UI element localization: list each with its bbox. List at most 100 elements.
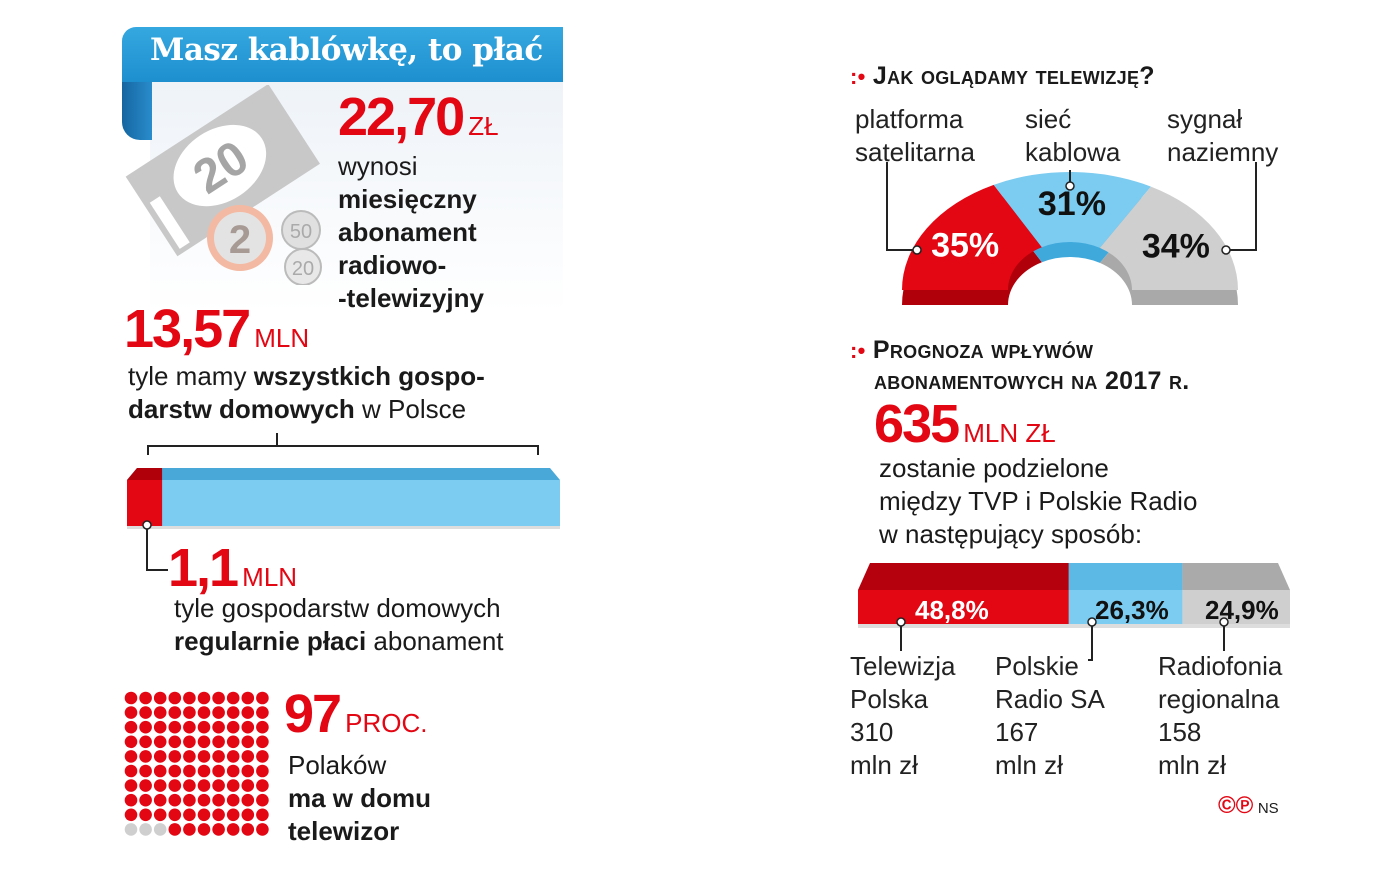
segment-value-label: 48,8% xyxy=(915,595,989,625)
waffle-dot-filled xyxy=(226,808,240,822)
text: w Polsce xyxy=(354,394,467,424)
waffle-dot-filled xyxy=(197,779,211,792)
category-label: Polska xyxy=(850,684,929,714)
category-label: regionalna xyxy=(1158,684,1280,714)
fee-line: -telewizyjny xyxy=(338,283,484,313)
waffle-dot-filled xyxy=(241,808,255,822)
waffle-dot-filled xyxy=(168,691,182,705)
bar-top-face xyxy=(858,563,1069,590)
fee-unit: ZŁ xyxy=(468,111,499,141)
forecast-description: zostanie podzielone między TVP i Polskie… xyxy=(879,452,1197,551)
payers-value: 1,1 xyxy=(168,538,239,598)
fee-line: miesięczny xyxy=(338,184,477,214)
waffle-dot-filled xyxy=(153,793,167,807)
households-figure: 13,57 MLN xyxy=(124,298,309,360)
waffle-dot-filled xyxy=(226,720,240,734)
waffle-dot-empty xyxy=(124,823,138,836)
fee-figure: 22,70 ZŁ xyxy=(338,86,499,148)
segment-value-label: 26,3% xyxy=(1095,595,1169,625)
category-label: mln zł xyxy=(1158,750,1226,780)
text: tyle gospodarstw domowych xyxy=(174,593,501,623)
waffle-dot-filled xyxy=(212,706,225,719)
segment-value-label: 24,9% xyxy=(1205,595,1279,625)
coin-icon xyxy=(284,248,322,285)
text: w następujący sposób: xyxy=(879,519,1143,549)
waffle-dot-filled xyxy=(168,823,182,836)
waffle-dot-filled xyxy=(168,750,182,763)
dots-icon: :• xyxy=(850,64,866,89)
category-label: naziemny xyxy=(1167,137,1278,167)
payers-figure: 1,1 MLN xyxy=(168,537,297,599)
category-label: satelitarna xyxy=(855,137,975,167)
semicircle-segment xyxy=(993,172,1151,248)
semicircle-segment xyxy=(1099,186,1238,290)
waffle-dot-filled xyxy=(183,691,196,705)
category-label: Telewizja xyxy=(850,651,956,681)
waffle-dot-filled xyxy=(256,808,269,822)
tv-value: 97 xyxy=(284,684,342,744)
waffle-dot-filled xyxy=(197,823,211,836)
bar-top xyxy=(127,468,560,480)
waffle-dot-filled xyxy=(212,750,225,763)
category-label: 158 xyxy=(1158,717,1201,747)
waffle-dot-filled xyxy=(124,706,138,719)
banner-curl xyxy=(122,82,152,140)
leader-dot xyxy=(912,245,922,255)
credit-author: NS xyxy=(1257,800,1279,817)
text: regularnie płaci xyxy=(174,626,367,656)
waffle-dot-filled xyxy=(212,808,225,822)
fee-line: radiowo- xyxy=(338,250,447,280)
waffle-dot-filled xyxy=(139,779,152,792)
waffle-chart xyxy=(124,691,269,836)
waffle-dot-filled xyxy=(139,750,152,763)
waffle-dot-filled xyxy=(197,793,211,807)
waffle-dot-filled xyxy=(139,706,152,719)
waffle-dot-filled xyxy=(212,764,225,778)
bar-top-face xyxy=(1182,563,1290,590)
bracket xyxy=(147,433,539,455)
text: tyle mamy xyxy=(128,361,254,391)
waffle-dot-filled xyxy=(168,706,182,719)
waffle-dot-filled xyxy=(139,808,152,822)
waffle-dot-filled xyxy=(226,750,240,763)
waffle-dot-filled xyxy=(241,823,255,836)
waffle-dot-filled xyxy=(241,720,255,734)
waffle-dot-filled xyxy=(183,808,196,822)
waffle-dot-filled xyxy=(153,691,167,705)
waffle-dot-filled xyxy=(183,764,196,778)
dots-icon: :• xyxy=(850,338,866,363)
text: zostanie podzielone xyxy=(879,453,1109,483)
waffle-dot-filled xyxy=(226,764,240,778)
coin-value: 50 xyxy=(290,221,312,243)
waffle-dot-filled xyxy=(212,720,225,734)
waffle-dot-filled xyxy=(183,720,196,734)
waffle-dot-filled xyxy=(153,808,167,822)
leader-line xyxy=(1088,622,1093,661)
category-label: platforma xyxy=(855,104,964,134)
segment-value-label: 34% xyxy=(1142,228,1210,266)
waffle-dot-filled xyxy=(241,735,255,749)
segment-value-label: 35% xyxy=(931,227,999,265)
category-label: Radiofonia xyxy=(1158,651,1283,681)
waffle-dot-filled xyxy=(183,706,196,719)
text: między TVP i Polskie Radio xyxy=(879,486,1198,516)
waffle-dot-filled xyxy=(168,793,182,807)
waffle-dot-filled xyxy=(183,793,196,807)
payers-description: tyle gospodarstw domowych regularnie pła… xyxy=(174,592,504,658)
waffle-dot-filled xyxy=(212,779,225,792)
waffle-dot-filled xyxy=(139,691,152,705)
forecast-unit: MLN ZŁ xyxy=(963,418,1056,448)
forecast-value: 635 xyxy=(874,394,960,454)
waffle-dot-filled xyxy=(212,823,225,836)
watch-title-text: Jak oglądamy telewizję? xyxy=(872,62,1155,90)
coin-value: 20 xyxy=(292,258,314,280)
bar-segment xyxy=(1068,590,1183,624)
waffle-dot-filled xyxy=(241,750,255,763)
waffle-dot-filled xyxy=(226,706,240,719)
waffle-dot-filled xyxy=(241,779,255,792)
category-label: 310 xyxy=(850,717,893,747)
waffle-dot-filled xyxy=(241,764,255,778)
waffle-dot-filled xyxy=(256,793,269,807)
connector-line xyxy=(146,525,168,571)
